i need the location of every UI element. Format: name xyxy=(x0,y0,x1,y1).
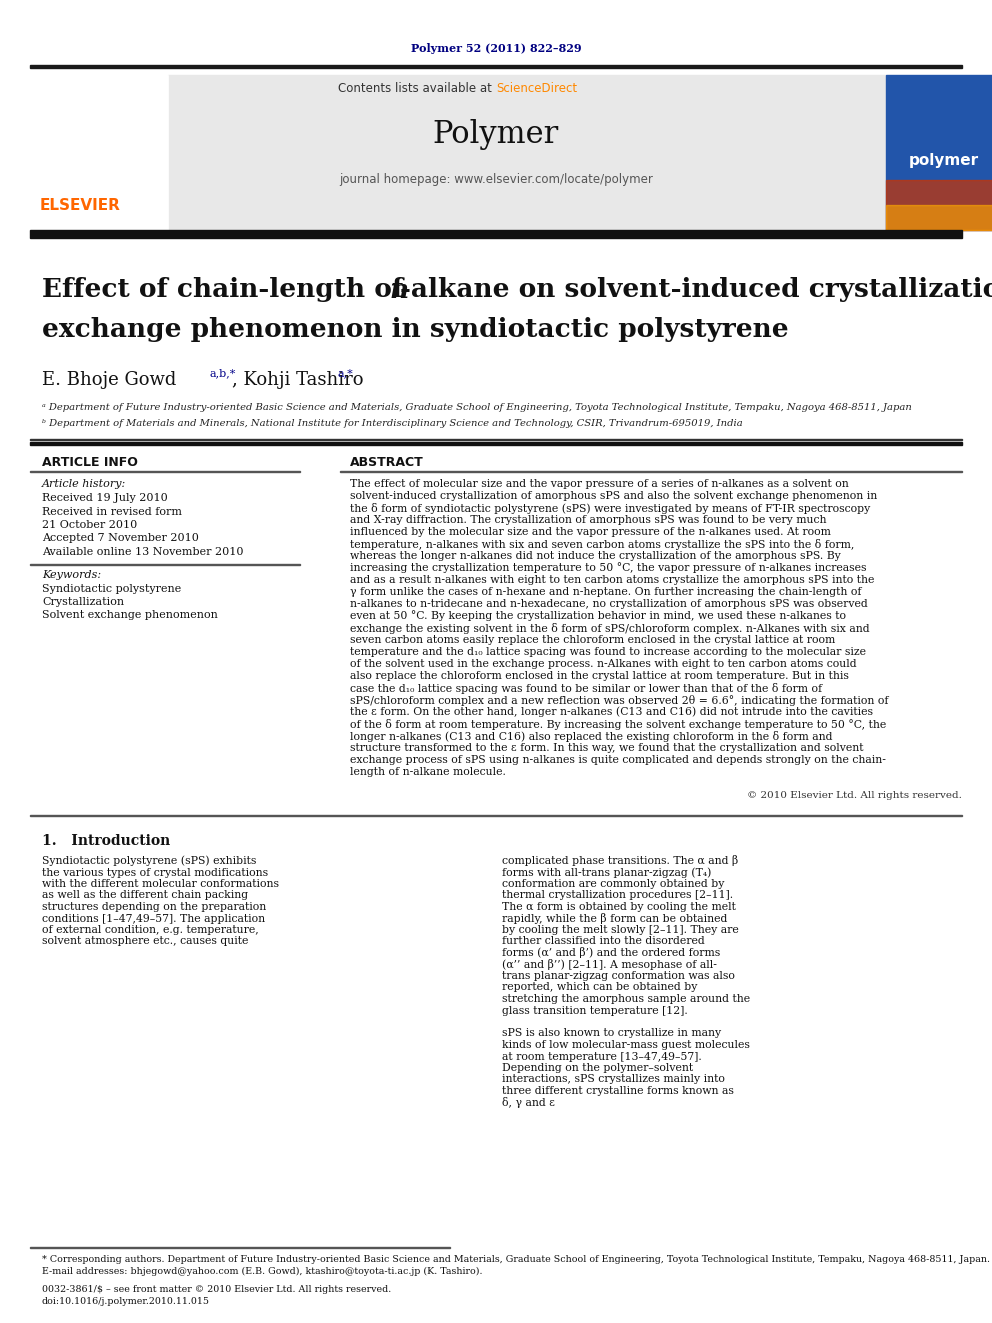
Text: sPS is also known to crystallize in many: sPS is also known to crystallize in many xyxy=(502,1028,721,1039)
Text: reported, which can be obtained by: reported, which can be obtained by xyxy=(502,983,697,992)
Text: Polymer: Polymer xyxy=(433,119,559,151)
Text: sPS/chloroform complex and a new reflection was observed 2θ = 6.6°, indicating t: sPS/chloroform complex and a new reflect… xyxy=(350,695,889,705)
Text: exchange phenomenon in syndiotactic polystyrene: exchange phenomenon in syndiotactic poly… xyxy=(42,318,789,343)
Text: forms with all-trans planar-zigzag (T₄): forms with all-trans planar-zigzag (T₄) xyxy=(502,867,711,877)
Text: Contents lists available at: Contents lists available at xyxy=(338,82,496,94)
Bar xyxy=(886,180,992,230)
Text: complicated phase transitions. The α and β: complicated phase transitions. The α and… xyxy=(502,856,738,867)
Bar xyxy=(168,75,886,230)
Text: longer n-alkanes (C13 and C16) also replaced the existing chloroform in the δ fo: longer n-alkanes (C13 and C16) also repl… xyxy=(350,730,832,741)
Text: Received 19 July 2010: Received 19 July 2010 xyxy=(42,493,168,503)
Text: at room temperature [13–47,49–57].: at room temperature [13–47,49–57]. xyxy=(502,1052,701,1061)
Bar xyxy=(886,205,992,230)
Text: a,b,*: a,b,* xyxy=(210,368,236,378)
Text: forms (α’ and β’) and the ordered forms: forms (α’ and β’) and the ordered forms xyxy=(502,947,720,958)
Text: n-alkanes to n-tridecane and n-hexadecane, no crystallization of amorphous sPS w: n-alkanes to n-tridecane and n-hexadecan… xyxy=(350,599,868,609)
Text: ARTICLE INFO: ARTICLE INFO xyxy=(42,455,138,468)
Text: thermal crystallization procedures [2–11].: thermal crystallization procedures [2–11… xyxy=(502,890,733,901)
Bar xyxy=(30,230,962,238)
Text: γ form unlike the cases of n-hexane and n-heptane. On further increasing the cha: γ form unlike the cases of n-hexane and … xyxy=(350,587,861,597)
Text: (α’’ and β’’) [2–11]. A mesophase of all-: (α’’ and β’’) [2–11]. A mesophase of all… xyxy=(502,959,717,970)
Text: increasing the crystallization temperature to 50 °C, the vapor pressure of n-alk: increasing the crystallization temperatu… xyxy=(350,562,866,573)
Text: length of n-alkane molecule.: length of n-alkane molecule. xyxy=(350,767,506,777)
Text: by cooling the melt slowly [2–11]. They are: by cooling the melt slowly [2–11]. They … xyxy=(502,925,739,935)
Text: structures depending on the preparation: structures depending on the preparation xyxy=(42,902,266,912)
Text: and as a result n-alkanes with eight to ten carbon atoms crystallize the amorpho: and as a result n-alkanes with eight to … xyxy=(350,576,874,585)
Text: n: n xyxy=(390,278,409,303)
Bar xyxy=(30,65,962,67)
Text: trans planar-zigzag conformation was also: trans planar-zigzag conformation was als… xyxy=(502,971,735,980)
Text: the δ form of syndiotactic polystyrene (sPS) were investigated by means of FT-IR: the δ form of syndiotactic polystyrene (… xyxy=(350,503,870,513)
Text: influenced by the molecular size and the vapor pressure of the n-alkanes used. A: influenced by the molecular size and the… xyxy=(350,527,831,537)
Text: 21 October 2010: 21 October 2010 xyxy=(42,520,137,531)
Text: journal homepage: www.elsevier.com/locate/polymer: journal homepage: www.elsevier.com/locat… xyxy=(339,173,653,187)
Text: Received in revised form: Received in revised form xyxy=(42,507,182,517)
Text: exchange process of sPS using n-alkanes is quite complicated and depends strongl: exchange process of sPS using n-alkanes … xyxy=(350,755,886,765)
Text: δ, γ and ε: δ, γ and ε xyxy=(502,1097,555,1107)
Text: of external condition, e.g. temperature,: of external condition, e.g. temperature, xyxy=(42,925,259,935)
Text: Solvent exchange phenomenon: Solvent exchange phenomenon xyxy=(42,610,218,620)
Bar xyxy=(30,442,962,445)
Text: -alkane on solvent-induced crystallization and solvent: -alkane on solvent-induced crystallizati… xyxy=(400,278,992,303)
Text: temperature, n-alkanes with six and seven carbon atoms crystallize the sPS into : temperature, n-alkanes with six and seve… xyxy=(350,538,854,549)
Text: ScienceDirect: ScienceDirect xyxy=(496,82,577,94)
Text: Available online 13 November 2010: Available online 13 November 2010 xyxy=(42,546,243,557)
Text: Effect of chain-length of: Effect of chain-length of xyxy=(42,278,413,303)
Text: 0032-3861/$ – see front matter © 2010 Elsevier Ltd. All rights reserved.: 0032-3861/$ – see front matter © 2010 El… xyxy=(42,1286,391,1294)
Text: doi:10.1016/j.polymer.2010.11.015: doi:10.1016/j.polymer.2010.11.015 xyxy=(42,1298,210,1307)
Text: case the d₁₀ lattice spacing was found to be similar or lower than that of the δ: case the d₁₀ lattice spacing was found t… xyxy=(350,683,822,693)
Bar xyxy=(30,815,962,816)
Text: polymer: polymer xyxy=(909,152,979,168)
Bar xyxy=(30,75,168,230)
Text: further classified into the disordered: further classified into the disordered xyxy=(502,937,704,946)
Text: The effect of molecular size and the vapor pressure of a series of n-alkanes as : The effect of molecular size and the vap… xyxy=(350,479,849,490)
Text: with the different molecular conformations: with the different molecular conformatio… xyxy=(42,878,279,889)
Text: Crystallization: Crystallization xyxy=(42,597,124,607)
Text: Polymer 52 (2011) 822–829: Polymer 52 (2011) 822–829 xyxy=(411,42,581,53)
Text: of the solvent used in the exchange process. n-Alkanes with eight to ten carbon : of the solvent used in the exchange proc… xyxy=(350,659,857,669)
Text: structure transformed to the ε form. In this way, we found that the crystallizat: structure transformed to the ε form. In … xyxy=(350,744,863,753)
Text: E-mail addresses: bhjegowd@yahoo.com (E.B. Gowd), ktashiro@toyota-ti.ac.jp (K. T: E-mail addresses: bhjegowd@yahoo.com (E.… xyxy=(42,1266,482,1275)
Text: ᵃ Department of Future Industry-oriented Basic Science and Materials, Graduate S: ᵃ Department of Future Industry-oriented… xyxy=(42,404,912,413)
Text: © 2010 Elsevier Ltd. All rights reserved.: © 2010 Elsevier Ltd. All rights reserved… xyxy=(747,791,962,800)
Text: whereas the longer n-alkanes did not induce the crystallization of the amorphous: whereas the longer n-alkanes did not ind… xyxy=(350,550,841,561)
Text: exchange the existing solvent in the δ form of sPS/chloroform complex. n-Alkanes: exchange the existing solvent in the δ f… xyxy=(350,623,870,634)
Text: interactions, sPS crystallizes mainly into: interactions, sPS crystallizes mainly in… xyxy=(502,1074,725,1085)
Text: ᵇ Department of Materials and Minerals, National Institute for Interdisciplinary: ᵇ Department of Materials and Minerals, … xyxy=(42,418,743,427)
Text: the various types of crystal modifications: the various types of crystal modificatio… xyxy=(42,868,268,877)
Text: Accepted 7 November 2010: Accepted 7 November 2010 xyxy=(42,533,198,542)
Text: ABSTRACT: ABSTRACT xyxy=(350,455,424,468)
Text: Depending on the polymer–solvent: Depending on the polymer–solvent xyxy=(502,1062,693,1073)
Text: the ε form. On the other hand, longer n-alkanes (C13 and C16) did not intrude in: the ε form. On the other hand, longer n-… xyxy=(350,706,873,717)
Text: even at 50 °C. By keeping the crystallization behavior in mind, we used these n-: even at 50 °C. By keeping the crystalliz… xyxy=(350,610,846,622)
Text: Syndiotactic polystyrene (sPS) exhibits: Syndiotactic polystyrene (sPS) exhibits xyxy=(42,856,256,867)
Text: solvent atmosphere etc., causes quite: solvent atmosphere etc., causes quite xyxy=(42,937,248,946)
Text: seven carbon atoms easily replace the chloroform enclosed in the crystal lattice: seven carbon atoms easily replace the ch… xyxy=(350,635,835,646)
Text: 1.   Introduction: 1. Introduction xyxy=(42,833,171,848)
Bar xyxy=(30,438,962,441)
Text: glass transition temperature [12].: glass transition temperature [12]. xyxy=(502,1005,687,1016)
Text: as well as the different chain packing: as well as the different chain packing xyxy=(42,890,248,901)
Text: and X-ray diffraction. The crystallization of amorphous sPS was found to be very: and X-ray diffraction. The crystallizati… xyxy=(350,515,826,525)
Text: also replace the chloroform enclosed in the crystal lattice at room temperature.: also replace the chloroform enclosed in … xyxy=(350,671,849,681)
Text: , Kohji Tashiro: , Kohji Tashiro xyxy=(232,370,363,389)
Text: * Corresponding authors. Department of Future Industry-oriented Basic Science an: * Corresponding authors. Department of F… xyxy=(42,1256,990,1265)
Text: ELSEVIER: ELSEVIER xyxy=(40,197,120,213)
Text: stretching the amorphous sample around the: stretching the amorphous sample around t… xyxy=(502,994,750,1004)
Text: three different crystalline forms known as: three different crystalline forms known … xyxy=(502,1086,734,1095)
Text: Keywords:: Keywords: xyxy=(42,570,101,579)
Text: Article history:: Article history: xyxy=(42,479,126,490)
Text: Syndiotactic polystyrene: Syndiotactic polystyrene xyxy=(42,583,182,594)
Text: of the δ form at room temperature. By increasing the solvent exchange temperatur: of the δ form at room temperature. By in… xyxy=(350,718,886,729)
Text: E. Bhoje Gowd: E. Bhoje Gowd xyxy=(42,370,177,389)
Bar xyxy=(886,75,992,230)
Text: conditions [1–47,49–57]. The application: conditions [1–47,49–57]. The application xyxy=(42,913,265,923)
Text: solvent-induced crystallization of amorphous sPS and also the solvent exchange p: solvent-induced crystallization of amorp… xyxy=(350,491,877,501)
Text: kinds of low molecular-mass guest molecules: kinds of low molecular-mass guest molecu… xyxy=(502,1040,750,1050)
Text: temperature and the d₁₀ lattice spacing was found to increase according to the m: temperature and the d₁₀ lattice spacing … xyxy=(350,647,866,658)
Text: a,*: a,* xyxy=(338,368,354,378)
Text: conformation are commonly obtained by: conformation are commonly obtained by xyxy=(502,878,724,889)
Text: The α form is obtained by cooling the melt: The α form is obtained by cooling the me… xyxy=(502,902,736,912)
Text: rapidly, while the β form can be obtained: rapidly, while the β form can be obtaine… xyxy=(502,913,727,923)
